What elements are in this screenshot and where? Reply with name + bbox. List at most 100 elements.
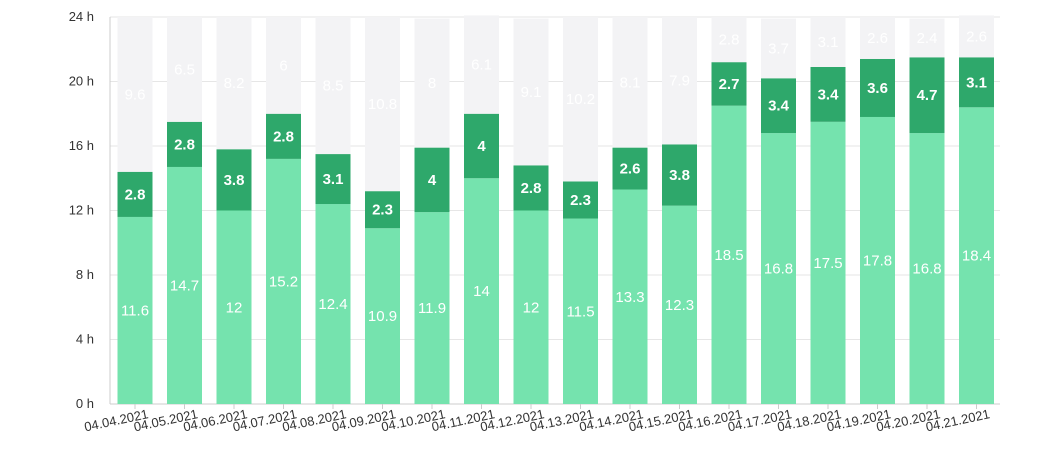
data-label: 8.1 (620, 74, 641, 91)
bar-segment (414, 147, 450, 213)
bar-segment (711, 17, 747, 63)
bar-segment (563, 218, 598, 404)
data-label: 3.1 (818, 34, 839, 51)
bar-segment (266, 158, 301, 404)
bar-segment (266, 17, 301, 114)
data-label: 3.8 (669, 167, 690, 184)
bars (117, 15, 994, 405)
bar-segment (662, 17, 697, 145)
bar-segment (167, 166, 202, 404)
bar-segment (810, 121, 846, 404)
bar-segment (167, 17, 202, 122)
data-label: 12.4 (318, 296, 347, 313)
bar-segment (612, 147, 648, 190)
y-tick-label: 8 h (76, 267, 94, 282)
bar-segment (117, 17, 153, 172)
bar-segment (761, 133, 796, 404)
data-label: 2.8 (174, 136, 195, 153)
data-label: 8.2 (224, 75, 245, 92)
data-label: 2.8 (125, 186, 146, 203)
bar-segment (365, 191, 400, 229)
x-axis: 04.04.202104.05.202104.06.202104.07.2021… (83, 404, 991, 434)
bar-segment (563, 181, 598, 219)
data-label: 2.4 (917, 30, 938, 47)
data-label: 8.5 (323, 78, 344, 95)
y-tick-label: 12 h (69, 203, 94, 218)
data-label: 13.3 (615, 289, 644, 306)
data-label: 2.6 (966, 28, 987, 45)
data-label: 15.2 (269, 273, 298, 290)
bar-segment (711, 62, 747, 106)
data-label: 2.8 (719, 32, 740, 49)
data-label: 12 (523, 299, 540, 316)
bar-segment (860, 17, 895, 59)
data-label: 3.8 (224, 172, 245, 189)
data-label: 14 (473, 283, 490, 300)
data-label: 7.9 (669, 73, 690, 90)
data-label: 8 (428, 75, 436, 92)
data-label: 6.1 (471, 57, 492, 74)
bar-segment (761, 78, 796, 134)
bar-segment (464, 113, 499, 179)
bar-segment (810, 17, 846, 67)
data-label: 10.9 (368, 308, 397, 325)
bar-segment (860, 116, 895, 404)
bar-segment (959, 107, 994, 405)
bar-segment (513, 210, 549, 404)
data-label: 4 (477, 138, 486, 155)
data-label: 16.8 (764, 261, 793, 278)
data-label: 16.8 (912, 261, 941, 278)
bar-segment (662, 144, 697, 206)
data-label: 17.8 (863, 252, 892, 269)
bar-segment (414, 18, 450, 148)
data-label: 18.4 (962, 248, 991, 265)
data-label: 11.5 (566, 303, 594, 320)
bar-segment (117, 171, 153, 217)
data-label: 2.3 (570, 192, 591, 209)
y-axis: 0 h 4 h 8 h 12 h 16 h 20 h 24 h (69, 9, 1000, 411)
data-label: 4 (428, 172, 437, 189)
bar-segment (216, 149, 252, 211)
bar-segment (662, 205, 697, 404)
bar-segment (513, 18, 549, 166)
data-label: 12 (226, 299, 243, 316)
bar-segment (860, 58, 895, 117)
bar-segment (315, 154, 351, 205)
bar-segment (464, 15, 499, 114)
y-tick-label: 16 h (69, 138, 94, 153)
bar-segment (464, 178, 499, 404)
data-label: 12.3 (665, 297, 694, 314)
data-label: 2.6 (867, 30, 888, 47)
bar-segment (365, 17, 400, 192)
data-label: 2.8 (521, 180, 542, 197)
data-label: 2.8 (273, 128, 294, 145)
data-label: 3.4 (818, 86, 840, 103)
data-label: 3.4 (768, 98, 790, 115)
data-label: 3.1 (966, 74, 987, 91)
data-label: 2.3 (372, 202, 393, 219)
bar-segment (563, 17, 598, 182)
y-tick-label: 24 h (69, 9, 94, 24)
bar-segment (711, 105, 747, 404)
bar-segment (909, 133, 945, 404)
data-label: 18.5 (714, 247, 743, 264)
bar-segment (266, 113, 301, 159)
y-tick-label: 4 h (76, 332, 94, 347)
data-label: 11.9 (418, 300, 446, 317)
bar-segment (365, 228, 400, 404)
bar-segment (959, 15, 994, 58)
data-label: 3.7 (768, 40, 789, 57)
data-label: 9.1 (521, 84, 542, 101)
bar-segment (167, 121, 202, 167)
bar-segment (216, 210, 252, 404)
bar-segment (909, 18, 945, 58)
bar-segment (414, 212, 450, 404)
data-label: 10.2 (566, 91, 595, 108)
data-label: 2.7 (719, 76, 740, 93)
data-label: 6.5 (174, 61, 195, 78)
bar-segment (959, 57, 994, 108)
bar-segment (315, 204, 351, 404)
data-label: 3.6 (867, 80, 888, 97)
data-label: 4.7 (917, 87, 938, 104)
